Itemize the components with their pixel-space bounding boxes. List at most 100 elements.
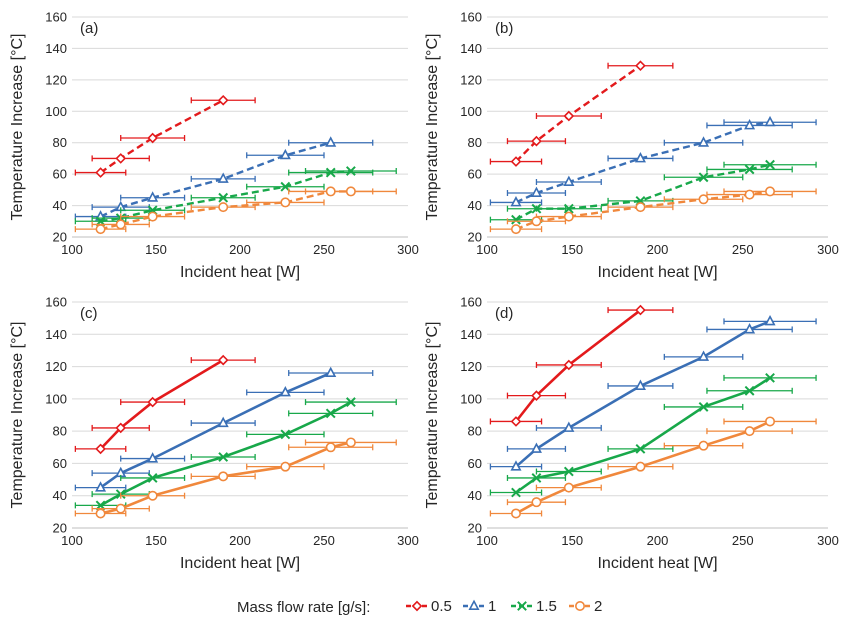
x-axis-label: Incident heat [W]: [180, 264, 300, 281]
series-line: [514, 309, 642, 423]
y-axis-label: Temperature Increase [°C]: [9, 322, 26, 509]
series-1.5: [74, 397, 397, 511]
data-point: [531, 135, 542, 147]
data-point: [147, 132, 158, 144]
data-point: [744, 119, 756, 130]
data-point: [635, 461, 646, 472]
data-point: [325, 186, 336, 197]
y-tick-label: 120: [460, 72, 482, 87]
data-point: [115, 503, 126, 514]
series-0.5: [74, 354, 256, 455]
data-point: [530, 442, 542, 453]
data-point: [147, 211, 158, 222]
data-point: [115, 219, 126, 230]
data-point: [95, 443, 106, 455]
data-point: [280, 429, 291, 440]
series-line: [515, 163, 771, 221]
y-tick-label: 140: [460, 327, 482, 342]
data-point: [345, 186, 356, 197]
series-1: [489, 314, 817, 471]
y-tick-label: 60: [53, 456, 67, 471]
x-tick-label: 300: [397, 242, 419, 257]
data-point: [115, 422, 127, 434]
data-point: [698, 402, 709, 412]
data-point: [563, 175, 575, 186]
data-point: [531, 203, 542, 214]
y-tick-label: 60: [53, 167, 67, 182]
x-axis-label: Incident heat [W]: [180, 555, 300, 572]
data-point: [147, 396, 158, 408]
data-point: [744, 426, 755, 437]
legend-label: 2: [594, 598, 602, 615]
data-point: [563, 482, 574, 493]
panel-label: (d): [495, 305, 513, 322]
data-point: [279, 385, 291, 397]
panels: 20 40 60 80 100 120 140 160 100 150 200 250 300 Incid…: [9, 10, 839, 573]
legend: Mass flow rate [g/s]: 0.5 1 1.5 2: [237, 598, 602, 616]
y-tick-label: 120: [45, 72, 67, 87]
y-tick-label: 80: [468, 135, 482, 150]
x-tick-label: 250: [313, 242, 335, 257]
y-tick-label: 20: [468, 230, 482, 245]
legend-item-2: 2: [569, 598, 602, 615]
data-point: [765, 372, 775, 383]
legend-title: Mass flow rate [g/s]:: [237, 599, 370, 616]
data-point: [511, 487, 521, 498]
series-2: [489, 416, 817, 519]
y-tick-label: 160: [45, 10, 67, 25]
data-point: [510, 156, 522, 167]
x-icon: [517, 601, 527, 611]
x-tick-label: 150: [145, 533, 167, 548]
data-point: [531, 216, 542, 227]
x-tick-label: 150: [145, 242, 167, 257]
y-tick-label: 40: [468, 198, 482, 213]
data-point: [563, 421, 575, 432]
y-axis-label: Temperature Increase [°C]: [424, 322, 441, 509]
panel-label: (c): [80, 305, 98, 322]
data-point: [563, 110, 575, 122]
x-tick-label: 200: [647, 533, 669, 548]
data-point: [95, 508, 106, 519]
chart-panel: 20 40 60 80 100 120 140 160 100 150 200 250 300 Incid…: [424, 10, 839, 282]
y-tick-label: 20: [53, 230, 67, 245]
data-point: [634, 152, 646, 163]
data-point: [95, 224, 106, 235]
legend-label: 1: [488, 598, 496, 615]
data-point: [147, 191, 159, 202]
y-tick-label: 80: [53, 135, 67, 150]
data-point: [218, 452, 229, 462]
data-point: [563, 466, 574, 477]
y-tick-label: 120: [45, 359, 67, 374]
x-tick-label: 100: [476, 533, 498, 548]
data-point: [325, 366, 337, 378]
data-point: [635, 304, 646, 316]
series-1.5: [489, 372, 817, 498]
series-line: [515, 64, 642, 163]
data-point: [563, 203, 574, 214]
data-point: [634, 379, 646, 390]
data-point: [531, 473, 542, 483]
y-tick-label: 40: [53, 198, 67, 213]
series-0.5: [489, 60, 674, 167]
data-point: [325, 136, 337, 147]
data-point: [345, 397, 356, 407]
y-tick-label: 140: [45, 327, 67, 342]
legend-item-1: 1: [463, 598, 496, 615]
data-point: [147, 473, 158, 483]
y-axis-label: Temperature Increase [°C]: [9, 34, 26, 221]
y-tick-label: 80: [53, 424, 67, 439]
data-point: [325, 167, 336, 178]
legend-items: 0.5 1 1.5 2: [406, 598, 602, 615]
x-tick-label: 100: [61, 242, 83, 257]
data-point: [563, 359, 575, 371]
y-tick-label: 60: [468, 167, 482, 182]
legend-label: 1.5: [536, 598, 557, 615]
data-point: [325, 442, 336, 453]
legend-item-1.5: 1.5: [511, 598, 557, 615]
y-tick-label: 20: [468, 521, 482, 536]
y-axis-label: Temperature Increase [°C]: [424, 34, 441, 221]
data-point: [147, 490, 158, 501]
y-tick-label: 100: [460, 104, 482, 119]
data-point: [217, 172, 229, 183]
y-tick-label: 140: [45, 41, 67, 56]
